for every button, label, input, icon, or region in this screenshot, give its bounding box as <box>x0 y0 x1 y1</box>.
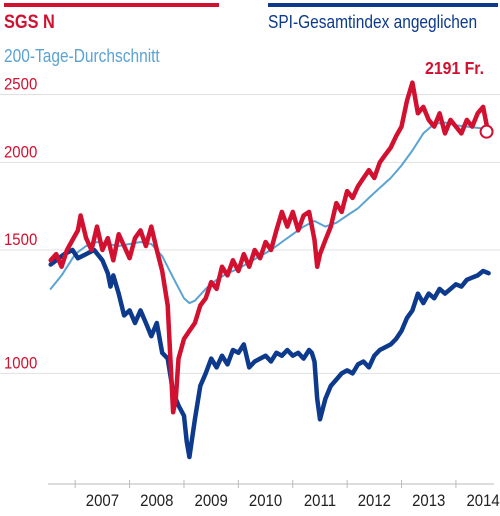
x-tick-label: 2010 <box>249 492 282 510</box>
series-ma200-line <box>49 121 490 305</box>
legend-sgs-line <box>4 3 219 7</box>
price-annotation: 2191 Fr. <box>425 58 484 78</box>
sgs-end-marker <box>479 124 494 139</box>
x-tick-label: 2014 <box>466 492 499 510</box>
x-tick-label: 2013 <box>412 492 445 510</box>
y-tick-label: 1500 <box>4 231 37 249</box>
annotation-layer: 2191 Fr. <box>425 58 494 139</box>
series-sgs-line <box>48 80 491 415</box>
series-layer <box>48 80 491 460</box>
x-tick-label: 2011 <box>304 492 336 510</box>
legend-spi-label: SPI-Gesamtindex angeglichen <box>268 12 478 32</box>
legend-spi-line <box>268 3 498 7</box>
x-tick-label: 2008 <box>140 492 173 510</box>
legend-ma200-label: 200-Tage-Durchschnitt <box>4 46 160 66</box>
legend-sgs-label: SGS N <box>4 12 55 33</box>
y-tick-label: 1000 <box>4 355 37 373</box>
series-spi-line <box>48 247 491 460</box>
x-axis: 2007 2008 2009 2010 2011 2012 2013 2014 <box>48 480 500 510</box>
x-tick-label: 2012 <box>358 492 391 510</box>
x-tick-label: 2009 <box>195 492 228 510</box>
x-tick-label: 2007 <box>86 492 119 510</box>
y-tick-label: 2500 <box>4 76 37 94</box>
y-tick-label: 2000 <box>4 144 37 162</box>
y-axis-tick-labels: 2500 2000 1500 1000 <box>4 76 37 373</box>
